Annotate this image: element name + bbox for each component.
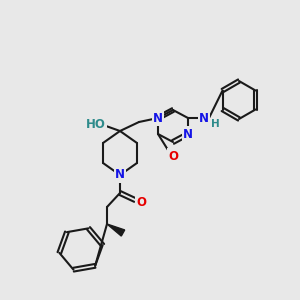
Text: O: O [136,196,146,209]
Text: O: O [168,149,178,163]
Text: H: H [211,119,219,129]
Text: HO: HO [86,118,106,130]
Text: N: N [153,112,163,124]
Polygon shape [107,224,125,236]
Text: N: N [115,169,125,182]
Text: N: N [199,112,209,124]
Text: N: N [183,128,193,140]
